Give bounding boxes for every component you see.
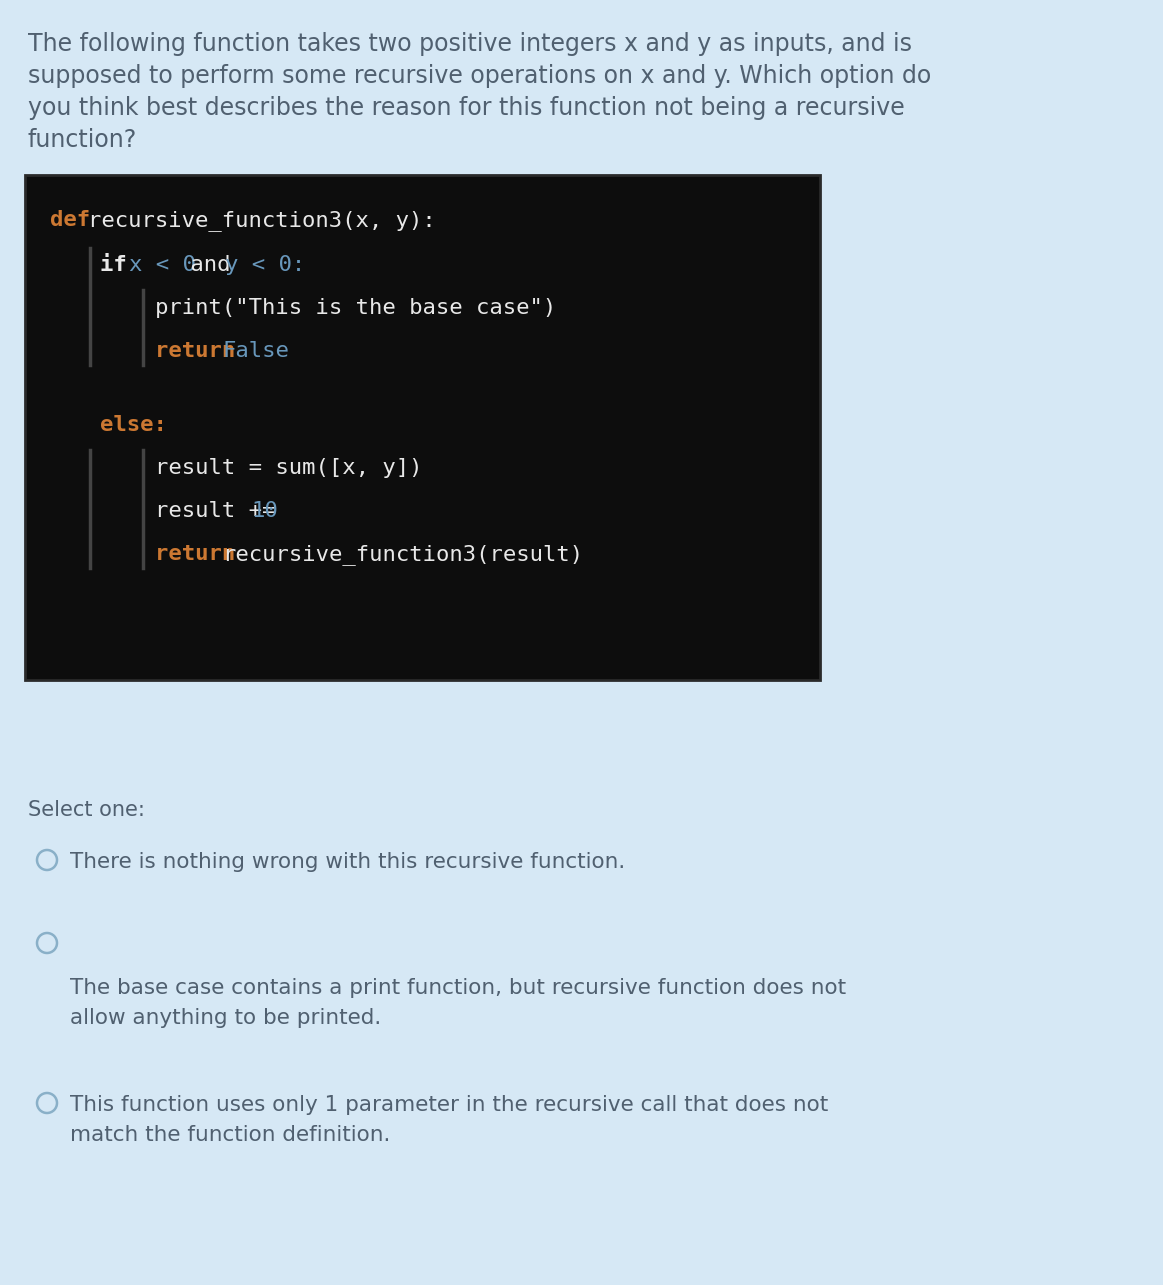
Text: x < 0: x < 0 <box>129 254 195 275</box>
FancyBboxPatch shape <box>24 175 820 680</box>
Circle shape <box>37 1094 57 1113</box>
Text: recursive_function3(x, y):: recursive_function3(x, y): <box>88 209 436 231</box>
Text: There is nothing wrong with this recursive function.: There is nothing wrong with this recursi… <box>70 852 626 873</box>
Text: you think best describes the reason for this function not being a recursive: you think best describes the reason for … <box>28 96 905 120</box>
Text: function?: function? <box>28 128 137 152</box>
Circle shape <box>37 849 57 870</box>
Text: The following function takes two positive integers x and y as inputs, and is: The following function takes two positiv… <box>28 32 912 57</box>
Text: False: False <box>222 341 290 361</box>
Text: supposed to perform some recursive operations on x and y. Which option do: supposed to perform some recursive opera… <box>28 64 932 87</box>
Text: The base case contains a print function, but recursive function does not
allow a: The base case contains a print function,… <box>70 978 847 1028</box>
Text: result = sum([x, y]): result = sum([x, y]) <box>155 457 422 478</box>
Text: This function uses only 1 parameter in the recursive call that does not
match th: This function uses only 1 parameter in t… <box>70 1095 828 1145</box>
Text: and: and <box>177 254 244 275</box>
Text: def: def <box>50 209 104 230</box>
Text: return: return <box>155 341 249 361</box>
Text: result +=: result += <box>155 501 288 520</box>
Text: print("This is the base case"): print("This is the base case") <box>155 298 556 317</box>
Text: return: return <box>155 544 249 564</box>
Text: Select one:: Select one: <box>28 801 145 820</box>
Text: y < 0:: y < 0: <box>224 254 305 275</box>
Text: else:: else: <box>100 415 166 436</box>
Circle shape <box>37 933 57 953</box>
Text: if: if <box>100 254 140 275</box>
Text: 10: 10 <box>251 501 278 520</box>
Text: recursive_function3(result): recursive_function3(result) <box>222 544 584 565</box>
